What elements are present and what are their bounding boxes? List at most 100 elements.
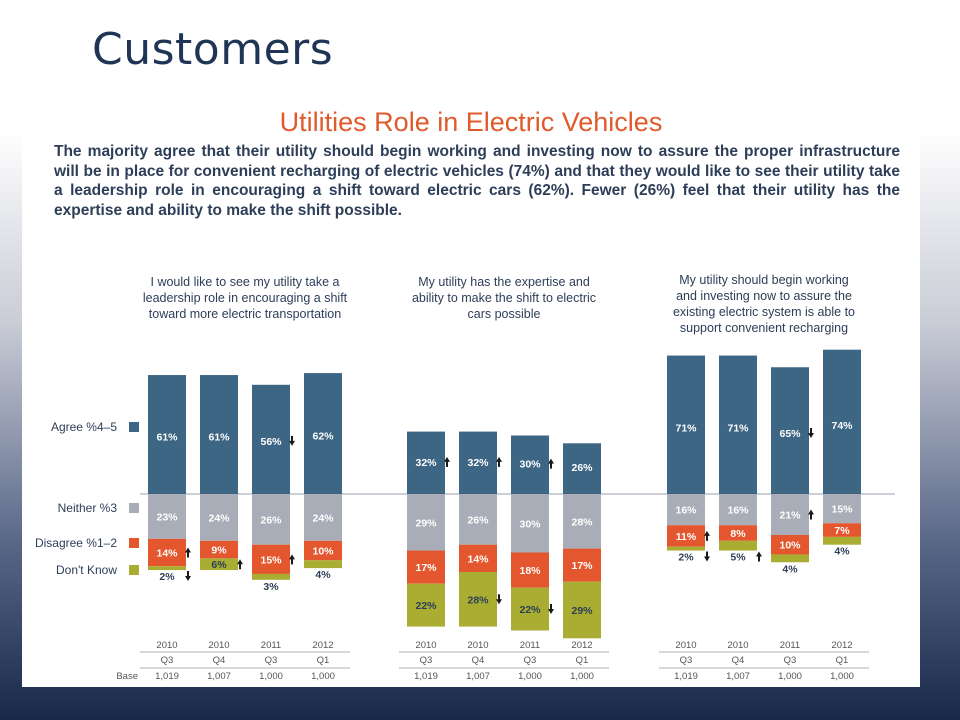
bar-neither — [563, 494, 601, 549]
bar-dontknow — [252, 573, 290, 580]
tick-year: 2011 — [780, 640, 800, 651]
panel-title-line: toward more electric transportation — [149, 307, 341, 321]
bar-disagree — [304, 540, 342, 561]
label-agree: 61% — [208, 431, 230, 443]
bar-neither — [511, 494, 549, 553]
arrow-up — [808, 509, 814, 520]
arrow-up — [237, 559, 243, 570]
label-dontknow: 4% — [782, 563, 798, 575]
bar-disagree — [459, 544, 497, 572]
tick-quarter: Q1 — [576, 655, 589, 666]
bar-neither — [304, 494, 342, 541]
arrow-up — [548, 458, 554, 469]
bar-dontknow — [823, 536, 861, 545]
tick-year: 2010 — [156, 640, 177, 651]
label-dontknow: 3% — [263, 581, 279, 593]
legend-label: Don't Know — [56, 563, 117, 577]
bar-dontknow — [563, 581, 601, 639]
panel-title-line: support convenient recharging — [680, 321, 848, 335]
label-neither: 16% — [675, 505, 697, 517]
bar-agree — [771, 367, 809, 494]
bar-neither — [200, 494, 238, 541]
tick-quarter: Q3 — [680, 655, 693, 666]
label-disagree: 18% — [519, 565, 541, 577]
panel-title-line: My utility should begin working — [679, 273, 849, 287]
label-neither: 29% — [415, 517, 437, 529]
bar-agree — [667, 355, 705, 494]
panel-title-line: existing electric system is able to — [673, 305, 855, 319]
label-disagree: 15% — [260, 554, 282, 566]
panel-title-line: My utility has the expertise and — [418, 275, 590, 289]
bar-disagree — [511, 552, 549, 588]
label-disagree: 17% — [571, 560, 593, 572]
tick-year: 2010 — [467, 640, 488, 651]
bar-disagree — [771, 534, 809, 555]
arrow-down — [185, 571, 191, 582]
label-agree: 26% — [571, 462, 593, 474]
label-disagree: 17% — [415, 562, 437, 574]
bar-agree — [304, 373, 342, 494]
label-dontknow: 22% — [415, 600, 437, 612]
label-neither: 30% — [519, 518, 541, 530]
bar-neither — [771, 494, 809, 535]
base-label: Base — [116, 671, 138, 682]
label-neither: 16% — [727, 505, 749, 517]
legend-swatch — [129, 422, 139, 432]
arrow-down — [496, 594, 502, 605]
tick-year: 2011 — [520, 640, 540, 651]
bar-agree — [563, 443, 601, 494]
label-disagree: 10% — [779, 540, 801, 552]
arrow-up — [289, 554, 295, 565]
tick-base: 1,000 — [311, 671, 335, 682]
tick-quarter: Q3 — [784, 655, 797, 666]
bar-disagree — [148, 538, 186, 567]
arrow-up — [185, 547, 191, 558]
tick-year: 2012 — [571, 640, 592, 651]
label-agree: 62% — [312, 431, 334, 443]
chart-panel: Utilities Role in Electric Vehicles The … — [22, 97, 920, 687]
bar-dontknow — [407, 583, 445, 627]
legend-label: Neither %3 — [58, 501, 118, 515]
tick-year: 2012 — [312, 640, 333, 651]
bar-neither — [407, 494, 445, 551]
arrow-up — [756, 551, 762, 562]
bar-agree — [719, 355, 757, 494]
bar-dontknow — [667, 546, 705, 551]
bar-agree — [200, 375, 238, 494]
legend-label: Disagree %1–2 — [35, 536, 117, 550]
arrow-down — [289, 435, 295, 446]
label-dontknow: 5% — [730, 552, 746, 564]
tick-quarter: Q1 — [317, 655, 330, 666]
label-agree: 74% — [831, 420, 853, 432]
tick-quarter: Q3 — [420, 655, 433, 666]
tick-year: 2010 — [675, 640, 696, 651]
bar-disagree — [563, 548, 601, 582]
legend-swatch — [129, 538, 139, 548]
tick-year: 2010 — [415, 640, 436, 651]
label-dontknow: 28% — [467, 594, 489, 606]
bar-agree — [252, 384, 290, 494]
arrow-up — [444, 456, 450, 467]
tick-base: 1,000 — [259, 671, 283, 682]
bar-dontknow — [304, 560, 342, 569]
label-dontknow: 4% — [834, 546, 850, 558]
tick-base: 1,000 — [778, 671, 802, 682]
bar-disagree — [252, 544, 290, 574]
label-disagree: 8% — [730, 528, 746, 540]
tick-quarter: Q3 — [265, 655, 278, 666]
arrow-down — [704, 551, 710, 562]
bar-neither — [252, 494, 290, 545]
bar-disagree — [823, 523, 861, 537]
arrow-down — [548, 604, 554, 615]
tick-quarter: Q3 — [161, 655, 174, 666]
label-disagree: 10% — [312, 546, 334, 558]
tick-year: 2010 — [208, 640, 229, 651]
label-agree: 56% — [260, 436, 282, 448]
label-neither: 26% — [260, 514, 282, 526]
bar-agree — [511, 435, 549, 494]
bar-disagree — [667, 525, 705, 547]
label-neither: 26% — [467, 514, 489, 526]
label-dontknow: 29% — [571, 605, 593, 617]
chart-title: Utilities Role in Electric Vehicles — [279, 107, 663, 137]
